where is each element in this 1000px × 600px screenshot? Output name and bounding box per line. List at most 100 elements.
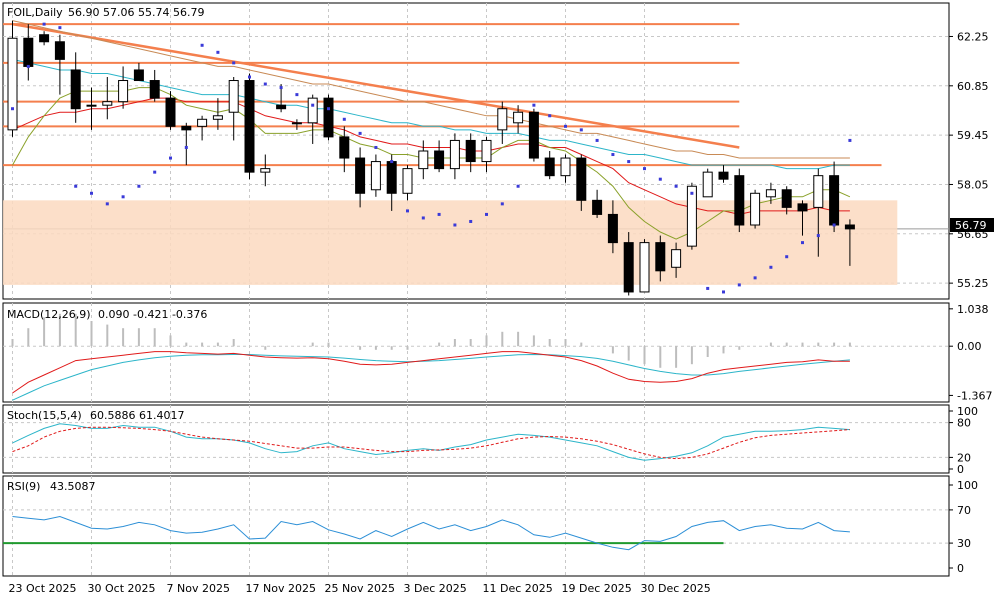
- grid-lines: [3, 3, 949, 576]
- candle-bear: [355, 157, 366, 194]
- rsi-tick-label: 100: [957, 479, 978, 492]
- ma-mid-line: [12, 97, 850, 215]
- stoch-tick-label: 80: [957, 417, 971, 430]
- sar-dot: [690, 191, 694, 195]
- sar-dot: [516, 184, 520, 188]
- sar-dot: [848, 138, 852, 142]
- stoch-label: Stoch(15,5,4): [7, 409, 82, 422]
- candle-bear: [434, 150, 445, 170]
- stoch-tick-label: 100: [957, 405, 978, 418]
- candle-bear: [781, 189, 792, 208]
- sar-dot: [358, 131, 362, 135]
- macd-panel-frame: [2, 302, 950, 403]
- sar-dot: [327, 107, 330, 111]
- candle-bull: [449, 139, 460, 170]
- candle-bear: [23, 37, 34, 67]
- sar-dot: [469, 219, 473, 223]
- sar-dot: [342, 117, 346, 121]
- date-label: 7 Nov 2025: [167, 582, 230, 595]
- date-label: 30 Dec 2025: [641, 582, 711, 595]
- candle-bear: [734, 175, 745, 226]
- candle-bear: [70, 69, 81, 110]
- candle-bull: [481, 139, 492, 163]
- stoch-d-line: [12, 426, 850, 460]
- sar-dot: [674, 184, 678, 188]
- candle-bear: [323, 97, 334, 138]
- candle-bull: [513, 111, 524, 124]
- macd-tick-label: 0.00: [957, 340, 982, 353]
- candle-bull: [686, 185, 697, 247]
- rsi-label: RSI(9): [7, 480, 40, 493]
- main-panel-frame: [2, 2, 950, 300]
- date-label: 3 Dec 2025: [404, 582, 467, 595]
- candle-bull: [7, 37, 18, 131]
- macd-values: 0.090 -0.421 -0.376: [98, 308, 207, 321]
- sar-dot: [769, 265, 773, 269]
- candle-bear: [623, 242, 634, 293]
- sar-dot: [737, 283, 741, 287]
- candle-bull: [260, 168, 271, 173]
- candlesticks: [7, 20, 855, 296]
- candle-bull: [813, 175, 824, 208]
- sar-dot: [90, 191, 93, 195]
- sar-dot: [453, 223, 457, 227]
- sar-dot: [137, 184, 141, 188]
- sar-dot: [722, 290, 725, 294]
- sar-dot: [485, 212, 488, 216]
- sar-dot: [169, 156, 172, 160]
- date-label: 19 Dec 2025: [562, 582, 632, 595]
- sar-dot: [311, 103, 315, 107]
- price-tick-label: 60.85: [957, 80, 989, 93]
- macd-label: MACD(12,26,9): [7, 308, 91, 321]
- price-tick-label: 58.05: [957, 178, 989, 191]
- parabolic-sar: [11, 22, 852, 294]
- rsi-line: [12, 515, 850, 551]
- candle-bull: [370, 161, 381, 191]
- support-zone-rect: [3, 200, 898, 285]
- sar-dot: [643, 167, 646, 171]
- candle-bull: [197, 118, 208, 127]
- sar-dot: [248, 75, 251, 79]
- sar-dot: [374, 145, 378, 149]
- sar-dot: [26, 64, 30, 68]
- candle-bull: [402, 168, 413, 194]
- candle-bull: [702, 171, 713, 198]
- stochastic-indicator: [12, 423, 850, 461]
- candle-bull: [212, 115, 223, 120]
- current-price-value: 56.79: [955, 219, 987, 232]
- candle-bull: [639, 242, 650, 293]
- sar-dot: [121, 195, 125, 199]
- candle-bull: [765, 189, 776, 198]
- candle-bear: [655, 242, 666, 272]
- rsi-tick-label: 70: [957, 504, 971, 517]
- candle-bear: [149, 80, 160, 99]
- rsi-indicator: [3, 515, 850, 551]
- price-tick-label: 55.25: [957, 277, 989, 290]
- candle-bear: [54, 41, 65, 60]
- sar-dot: [153, 170, 157, 174]
- candle-bull: [418, 150, 429, 170]
- sar-dot: [232, 61, 236, 65]
- stoch-tick-label: 20: [957, 451, 971, 464]
- date-label: 11 Dec 2025: [483, 582, 553, 595]
- price-tick-label: 62.25: [957, 30, 989, 43]
- sar-dot: [532, 103, 536, 107]
- sar-dot: [706, 286, 710, 290]
- sar-dot: [579, 128, 583, 132]
- date-label: 23 Oct 2025: [9, 582, 77, 595]
- candle-bull: [102, 101, 113, 106]
- stoch-k-line: [12, 423, 850, 461]
- macd-main-line: [12, 351, 850, 394]
- candle-bear: [797, 203, 808, 212]
- sar-dot: [564, 124, 567, 128]
- stoch-tick-label: 0: [957, 463, 964, 476]
- support-zone: [3, 200, 898, 285]
- rsi-tick-label: 30: [957, 537, 971, 550]
- sar-dot: [184, 145, 188, 149]
- sar-dot: [611, 153, 615, 157]
- candle-bear: [339, 136, 350, 159]
- sar-dot: [421, 216, 425, 220]
- candle-bull: [497, 108, 508, 131]
